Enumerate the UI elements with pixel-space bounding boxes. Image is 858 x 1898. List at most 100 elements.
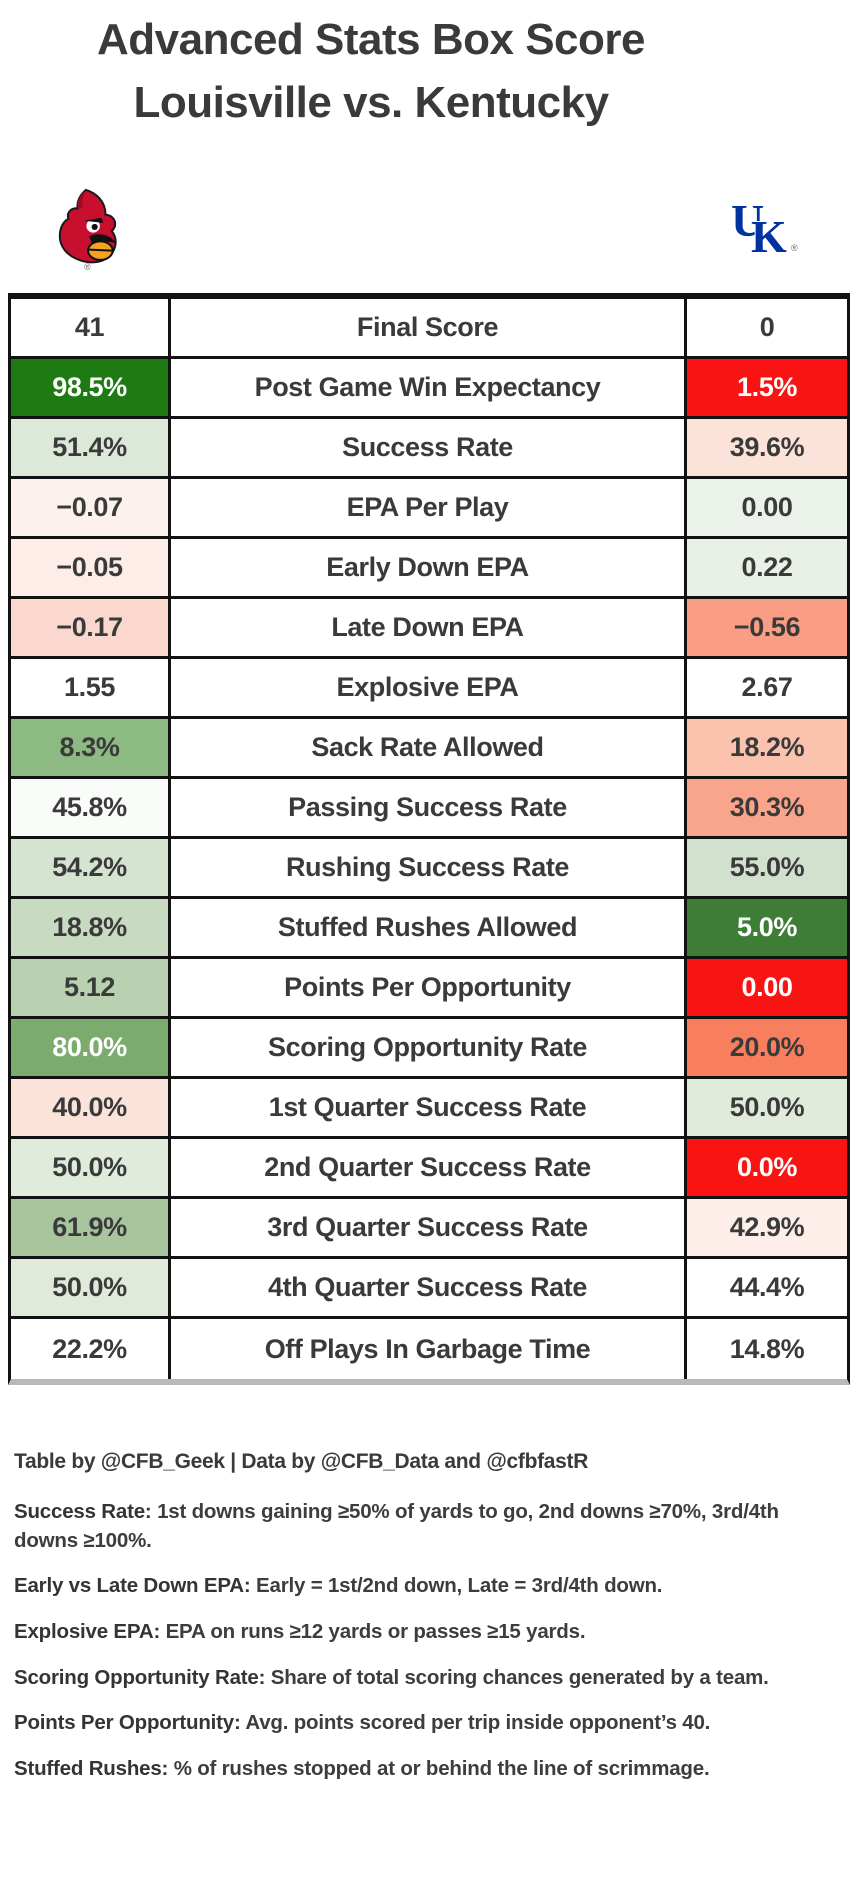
stat-label-cell: 3rd Quarter Success Rate [171,1199,687,1256]
kentucky-registered-mark: ® [791,243,798,253]
stat-label-cell: Success Rate [171,419,687,476]
away-value-cell: 2.67 [687,659,847,716]
stat-term: Stuffed Rushes: [14,1757,169,1781]
away-value-cell: 0.00 [687,959,847,1016]
stat-label-cell: 2nd Quarter Success Rate [171,1139,687,1196]
page-title-line1: Advanced Stats Box Score [97,15,645,64]
stat-term: Early vs Late Down EPA: [14,1574,251,1598]
away-value-cell: 18.2% [687,719,847,776]
home-value-cell: 18.8% [11,899,171,956]
home-value-cell: −0.07 [11,479,171,536]
away-value-cell: 0.22 [687,539,847,596]
stat-label-cell: EPA Per Play [171,479,687,536]
table-row: 61.9% 3rd Quarter Success Rate 42.9% [11,1199,847,1259]
table-row: −0.17 Late Down EPA −0.56 [11,599,847,659]
home-value-cell: 8.3% [11,719,171,776]
advanced-stats-table: 41 Final Score 0 98.5% Post Game Win Expect… [8,293,850,1385]
table-row: 98.5% Post Game Win Expectancy 1.5% [11,359,847,419]
stat-definition-text: % of rushes stopped at or behind the lin… [173,1757,710,1781]
credit-line: Table by @CFB_Geek | Data by @CFB_Data a… [14,1450,589,1473]
stat-definition-text: 1st downs gaining ≥50% of yards to go, 2… [14,1500,779,1552]
home-value-cell: 40.0% [11,1079,171,1136]
home-value-cell: 1.55 [11,659,171,716]
table-row: 41 Final Score 0 [11,299,847,359]
table-row: 22.2% Off Plays In Garbage Time 14.8% [11,1319,847,1379]
stat-label-cell: Explosive EPA [171,659,687,716]
svg-text:U: U [731,196,764,246]
louisville-cardinal-logo [58,188,117,264]
away-value-cell: 55.0% [687,839,847,896]
stat-label-cell: Stuffed Rushes Allowed [171,899,687,956]
home-value-cell: 5.12 [11,959,171,1016]
stat-label-cell: Off Plays In Garbage Time [171,1319,687,1379]
louisville-registered-mark: ® [84,262,91,272]
home-value-cell: −0.17 [11,599,171,656]
table-row: −0.05 Early Down EPA 0.22 [11,539,847,599]
table-row: 18.8% Stuffed Rushes Allowed 5.0% [11,899,847,959]
stat-definition: Success Rate: 1st downs gaining ≥50% of … [14,1498,820,1555]
away-value-cell: 0 [687,299,847,356]
stat-label-cell: Early Down EPA [171,539,687,596]
stat-label-cell: Sack Rate Allowed [171,719,687,776]
stat-definition-text: Share of total scoring chances generated… [270,1665,769,1689]
stat-definition: Points Per Opportunity: Avg. points scor… [14,1709,820,1738]
stat-definition: Scoring Opportunity Rate: Share of total… [14,1664,820,1693]
home-value-cell: 98.5% [11,359,171,416]
stat-label-cell: 4th Quarter Success Rate [171,1259,687,1316]
table-row: 54.2% Rushing Success Rate 55.0% [11,839,847,899]
home-value-cell: 51.4% [11,419,171,476]
stat-term: Success Rate: [14,1500,152,1523]
away-value-cell: 50.0% [687,1079,847,1136]
stat-label-cell: Passing Success Rate [171,779,687,836]
table-row: 5.12 Points Per Opportunity 0.00 [11,959,847,1019]
away-value-cell: 0.00 [687,479,847,536]
stat-definition: Early vs Late Down EPA: Early = 1st/2nd … [14,1572,820,1601]
stat-definition-text: EPA on runs ≥12 yards or passes ≥15 yard… [165,1620,586,1644]
away-value-cell: 20.0% [687,1019,847,1076]
away-value-cell: 5.0% [687,899,847,956]
table-row: 50.0% 4th Quarter Success Rate 44.4% [11,1259,847,1319]
away-value-cell: 44.4% [687,1259,847,1316]
stat-definition: Explosive EPA: EPA on runs ≥12 yards or … [14,1618,820,1647]
stat-label-cell: Late Down EPA [171,599,687,656]
stat-term: Explosive EPA: [14,1620,161,1644]
kentucky-uk-logo: U K [730,196,788,254]
away-value-cell: 1.5% [687,359,847,416]
stat-label-cell: Final Score [171,299,687,356]
home-value-cell: 61.9% [11,1199,171,1256]
table-row: 45.8% Passing Success Rate 30.3% [11,779,847,839]
away-value-cell: 0.0% [687,1139,847,1196]
home-value-cell: 54.2% [11,839,171,896]
away-value-cell: 42.9% [687,1199,847,1256]
stat-definition-text: Avg. points scored per trip inside oppon… [245,1711,711,1735]
table-row: 1.55 Explosive EPA 2.67 [11,659,847,719]
home-value-cell: 80.0% [11,1019,171,1076]
stat-term: Points Per Opportunity: [14,1711,241,1735]
table-row: 51.4% Success Rate 39.6% [11,419,847,479]
stat-label-cell: 1st Quarter Success Rate [171,1079,687,1136]
stat-label-cell: Points Per Opportunity [171,959,687,1016]
table-row: 8.3% Sack Rate Allowed 18.2% [11,719,847,779]
page-title: Advanced Stats Box Score Louisville vs. … [0,18,742,125]
stat-definitions: Success Rate: 1st downs gaining ≥50% of … [14,1498,820,1801]
home-value-cell: 41 [11,299,171,356]
stat-label-cell: Rushing Success Rate [171,839,687,896]
home-value-cell: 50.0% [11,1139,171,1196]
page-title-line2: Louisville vs. Kentucky [133,78,609,127]
stat-label-cell: Scoring Opportunity Rate [171,1019,687,1076]
stat-term: Scoring Opportunity Rate: [14,1665,266,1689]
stat-label-cell: Post Game Win Expectancy [171,359,687,416]
away-value-cell: 14.8% [687,1319,847,1379]
away-value-cell: −0.56 [687,599,847,656]
home-value-cell: −0.05 [11,539,171,596]
home-value-cell: 50.0% [11,1259,171,1316]
table-row: 80.0% Scoring Opportunity Rate 20.0% [11,1019,847,1079]
home-value-cell: 45.8% [11,779,171,836]
table-row: 40.0% 1st Quarter Success Rate 50.0% [11,1079,847,1139]
svg-text:K: K [751,211,787,254]
stat-definition: Stuffed Rushes: % of rushes stopped at o… [14,1755,820,1784]
stat-definition-text: Early = 1st/2nd down, Late = 3rd/4th dow… [256,1574,663,1598]
table-row: −0.07 EPA Per Play 0.00 [11,479,847,539]
away-value-cell: 39.6% [687,419,847,476]
